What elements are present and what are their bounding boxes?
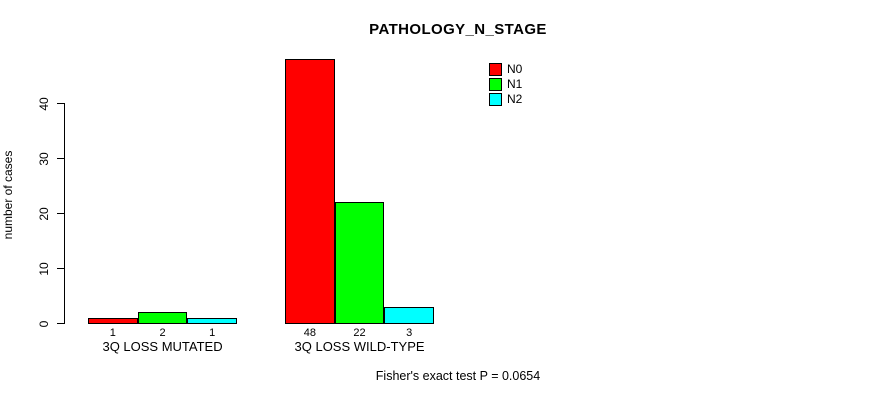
bar-n0-1 bbox=[88, 317, 138, 324]
y-tick-label: 0 bbox=[37, 320, 51, 327]
legend-swatch-n1 bbox=[489, 78, 502, 91]
y-tick-label: 10 bbox=[37, 261, 51, 276]
legend-item-label: N2 bbox=[507, 92, 523, 106]
legend-item: N1 bbox=[489, 78, 522, 91]
category-label: 3Q LOSS MUTATED bbox=[102, 339, 223, 354]
bar-value-label: 1 bbox=[209, 327, 216, 339]
legend: N0 N1 N2 bbox=[489, 63, 522, 108]
legend-item: N2 bbox=[489, 93, 522, 106]
y-tick-label: 20 bbox=[37, 206, 51, 221]
y-tick-mark bbox=[57, 323, 64, 324]
bar-value-label: 2 bbox=[159, 327, 166, 339]
bar-value-label: 3 bbox=[406, 327, 413, 339]
category-label: 3Q LOSS WILD-TYPE bbox=[294, 339, 425, 354]
bar-n1-2 bbox=[334, 202, 385, 324]
y-axis-label: number of cases bbox=[1, 150, 15, 240]
bar-value-label: 48 bbox=[303, 327, 316, 339]
y-tick-mark bbox=[57, 213, 64, 214]
y-tick-label: 30 bbox=[37, 151, 51, 166]
legend-swatch-n2 bbox=[489, 93, 502, 106]
bar-value-label: 1 bbox=[109, 327, 116, 339]
bar-n2-2 bbox=[384, 306, 435, 324]
bar-n0-2 bbox=[285, 59, 335, 324]
chart-title: PATHOLOGY_N_STAGE bbox=[369, 21, 547, 38]
y-axis bbox=[64, 103, 65, 324]
y-tick-label: 40 bbox=[37, 96, 51, 111]
bar-n2-1 bbox=[187, 317, 238, 324]
bar-n1-1 bbox=[137, 312, 188, 324]
legend-item-label: N0 bbox=[507, 62, 523, 76]
y-tick-mark bbox=[57, 103, 64, 104]
y-tick-mark bbox=[57, 158, 64, 159]
bar-value-label: 22 bbox=[353, 327, 366, 339]
legend-item: N0 bbox=[489, 63, 522, 76]
fisher-test-annotation: Fisher's exact test P = 0.0654 bbox=[375, 369, 541, 383]
y-tick-mark bbox=[57, 268, 64, 269]
legend-swatch-n0 bbox=[489, 63, 502, 76]
legend-item-label: N1 bbox=[507, 77, 523, 91]
